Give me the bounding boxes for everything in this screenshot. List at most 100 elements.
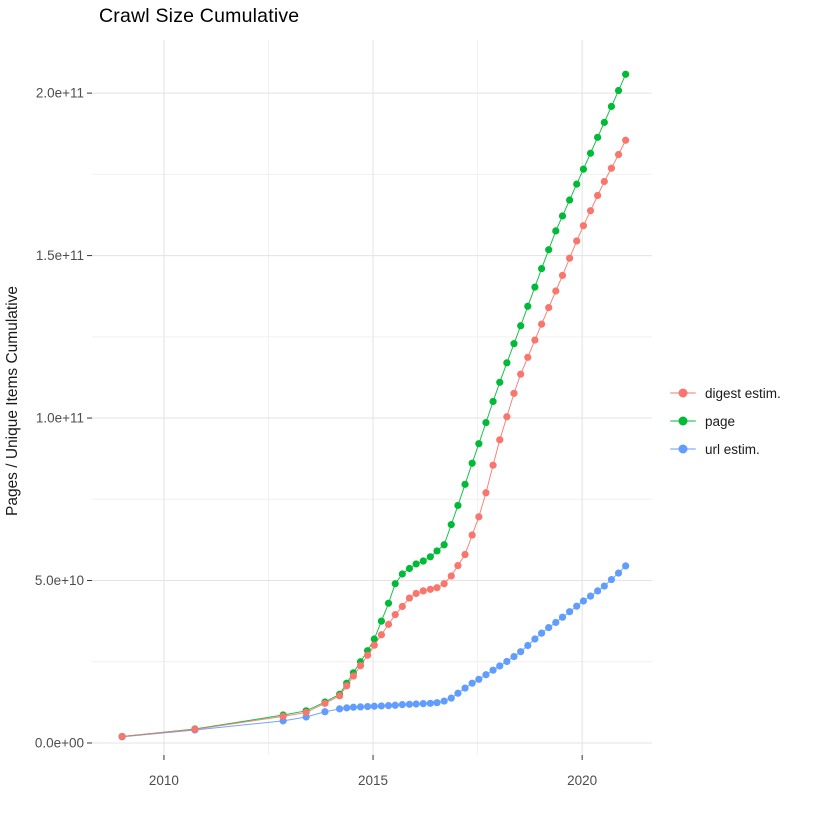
data-point <box>600 177 608 186</box>
data-point <box>552 618 560 627</box>
data-point <box>349 672 357 680</box>
data-point <box>440 697 448 705</box>
legend-item-url-estim[interactable]: url estim. <box>670 435 781 463</box>
data-point <box>412 700 420 708</box>
data-point <box>412 589 420 598</box>
data-point <box>566 196 574 204</box>
data-point <box>594 191 602 200</box>
data-point <box>586 207 595 215</box>
legend-dot-icon <box>678 444 688 454</box>
y-tick-label: 0.0e+00 <box>35 735 84 750</box>
data-point <box>558 212 567 220</box>
data-point <box>552 287 560 295</box>
data-point <box>482 489 490 497</box>
data-point <box>537 264 546 273</box>
data-point <box>454 501 462 510</box>
data-point <box>531 283 539 291</box>
data-point <box>433 699 441 707</box>
y-tick-label: 2.0e+11 <box>36 86 84 101</box>
data-point <box>370 702 378 710</box>
data-point <box>586 592 595 600</box>
data-point <box>447 521 455 529</box>
data-point <box>558 613 567 621</box>
data-point <box>622 562 630 570</box>
data-point <box>419 700 427 708</box>
data-point <box>552 227 560 235</box>
data-point <box>364 651 372 659</box>
data-point <box>335 705 344 713</box>
data-point <box>335 692 344 700</box>
data-point <box>426 699 434 707</box>
chart-title: Crawl Size Cumulative <box>99 5 300 27</box>
data-point <box>302 708 310 717</box>
data-point <box>531 635 539 643</box>
y-tick-label: 1.0e+11 <box>36 411 84 426</box>
legend-item-digest-estim[interactable]: digest estim. <box>670 379 781 407</box>
data-point <box>461 684 469 692</box>
legend-label: digest estim. <box>705 385 781 401</box>
data-point <box>419 557 427 565</box>
data-point <box>614 150 623 159</box>
data-point <box>517 322 525 330</box>
data-point <box>531 336 539 344</box>
data-point <box>391 580 399 588</box>
legend-label: page <box>705 413 736 429</box>
data-point <box>468 531 476 539</box>
data-point <box>440 541 448 549</box>
data-point <box>545 624 553 632</box>
data-point <box>517 370 525 378</box>
data-point <box>566 254 574 262</box>
data-point <box>489 666 497 674</box>
data-point <box>349 703 357 711</box>
data-point <box>600 118 608 126</box>
x-tick-label: 2010 <box>149 773 179 788</box>
data-point <box>545 246 553 254</box>
x-tick-label: 2015 <box>358 773 388 788</box>
data-point <box>586 149 595 157</box>
data-point <box>343 682 351 690</box>
data-point <box>398 701 406 709</box>
legend-key <box>670 413 696 429</box>
data-point <box>461 550 469 559</box>
data-point <box>503 413 511 421</box>
data-point <box>573 180 581 188</box>
data-point <box>118 732 126 741</box>
data-point <box>454 561 462 570</box>
data-point <box>426 585 434 593</box>
legend-item-page[interactable]: page <box>670 407 781 435</box>
data-point <box>384 702 393 710</box>
data-point <box>600 582 608 590</box>
data-point <box>496 662 504 670</box>
data-point <box>475 675 483 683</box>
series-line-url-estim- <box>122 565 627 738</box>
data-point <box>426 553 434 561</box>
data-point <box>384 599 393 607</box>
data-point <box>377 702 386 710</box>
data-point <box>419 587 427 595</box>
data-point <box>622 70 630 78</box>
data-point <box>468 679 476 687</box>
data-point <box>405 594 414 602</box>
legend-label: url estim. <box>705 441 760 457</box>
data-point <box>279 712 287 720</box>
data-point <box>579 222 588 230</box>
data-point <box>496 436 504 444</box>
data-point <box>510 652 518 661</box>
data-point <box>517 648 525 656</box>
data-point <box>321 699 329 707</box>
data-point <box>545 303 553 312</box>
data-point <box>614 86 623 95</box>
data-point <box>537 629 546 637</box>
data-point <box>447 572 455 580</box>
data-point <box>440 580 448 588</box>
data-point <box>191 725 199 733</box>
data-point <box>433 584 441 592</box>
data-point <box>377 631 386 639</box>
data-point <box>503 359 511 367</box>
data-point <box>461 480 469 488</box>
data-point <box>433 547 441 555</box>
data-point <box>370 635 378 643</box>
data-point <box>579 597 588 605</box>
data-point <box>370 641 378 649</box>
data-point <box>594 133 602 141</box>
